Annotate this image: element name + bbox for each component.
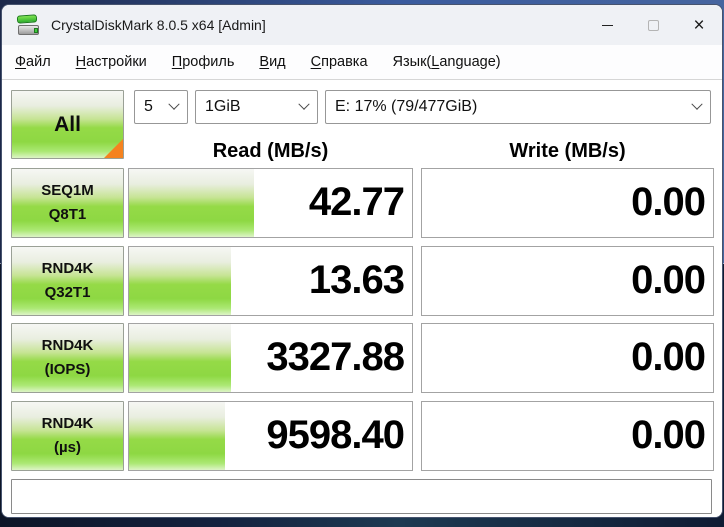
test-label-line1: SEQ1M — [41, 182, 94, 199]
test-size-value: 1GiB — [205, 98, 241, 115]
write-result-value: 0.00 — [631, 258, 706, 302]
read-column-header: Read (MB/s) — [212, 140, 329, 162]
read-result-value: 13.63 — [308, 258, 405, 302]
read-result-cell: 13.63 — [128, 246, 413, 316]
read-result-cell: 9598.40 — [128, 401, 413, 471]
write-result-cell: 0.00 — [421, 401, 714, 471]
test-button-rnd4k-q32t1[interactable]: RND4K Q32T1 — [11, 246, 124, 316]
maximize-button[interactable] — [630, 5, 676, 45]
read-result-bar — [129, 169, 254, 237]
read-result-value: 42.77 — [308, 180, 405, 224]
app-icon — [16, 14, 41, 36]
app-icon-led — [34, 28, 38, 33]
run-all-label: All — [54, 112, 81, 136]
test-label-line1: RND4K — [41, 260, 94, 277]
write-result-cell: 0.00 — [421, 168, 714, 238]
menu-settings[interactable]: Настройки — [75, 54, 147, 70]
write-column-header: Write (MB/s) — [509, 140, 626, 162]
read-result-cell: 42.77 — [128, 168, 413, 238]
title-bar: CrystalDiskMark 8.0.5 x64 [Admin] × — [2, 5, 722, 45]
menu-file[interactable]: Файл — [15, 54, 51, 70]
corner-triangle-icon — [104, 139, 123, 158]
bench-row-rnd4k-q32t1: RND4K Q32T1 13.63 0.00 — [2, 246, 722, 316]
test-label-line2: (µs) — [54, 439, 81, 456]
read-result-value: 9598.40 — [266, 413, 405, 457]
write-result-cell: 0.00 — [421, 246, 714, 316]
read-result-value: 3327.88 — [266, 335, 405, 379]
write-result-value: 0.00 — [631, 413, 706, 457]
test-count-value: 5 — [144, 98, 153, 115]
menu-language[interactable]: Язык(Language) — [392, 54, 501, 70]
test-button-seq1m-q8t1[interactable]: SEQ1M Q8T1 — [11, 168, 124, 238]
read-result-bar — [129, 247, 231, 315]
run-all-button[interactable]: All — [11, 90, 124, 159]
test-button-rnd4k-latency[interactable]: RND4K (µs) — [11, 401, 124, 471]
window-controls: × — [584, 5, 722, 45]
minimize-icon — [601, 24, 613, 26]
write-result-value: 0.00 — [631, 335, 706, 379]
app-icon-meter — [16, 14, 38, 24]
test-count-select[interactable]: 5 — [134, 90, 188, 124]
test-label-line2: (IOPS) — [44, 361, 91, 378]
write-result-value: 0.00 — [631, 180, 706, 224]
close-icon: × — [693, 14, 705, 36]
maximize-icon — [647, 19, 659, 31]
bench-row-rnd4k-latency: RND4K (µs) 9598.40 0.00 — [2, 401, 722, 471]
window-title: CrystalDiskMark 8.0.5 x64 [Admin] — [51, 17, 266, 33]
test-label-line1: RND4K — [41, 415, 94, 432]
bench-row-rnd4k-iops: RND4K (IOPS) 3327.88 0.00 — [2, 323, 722, 393]
read-result-cell: 3327.88 — [128, 323, 413, 393]
chevron-down-icon — [168, 98, 180, 110]
menu-profile[interactable]: Профиль — [171, 54, 235, 70]
comment-input[interactable] — [11, 479, 712, 514]
bench-row-seq1m-q8t1: SEQ1M Q8T1 42.77 0.00 — [2, 168, 722, 238]
chevron-down-icon — [691, 98, 703, 110]
read-result-bar — [129, 324, 231, 392]
minimize-button[interactable] — [584, 5, 630, 45]
test-label-line2: Q8T1 — [48, 206, 87, 223]
client-area: All 5 1GiB E: 17% (79/477GiB) Read (MB/s… — [2, 81, 722, 517]
test-label-line1: RND4K — [41, 337, 94, 354]
write-result-cell: 0.00 — [421, 323, 714, 393]
menu-bar: Файл Настройки Профиль Вид Справка Язык(… — [2, 45, 722, 80]
close-button[interactable]: × — [676, 5, 722, 45]
read-result-bar — [129, 402, 226, 470]
drive-select[interactable]: E: 17% (79/477GiB) — [325, 90, 711, 124]
test-button-rnd4k-iops[interactable]: RND4K (IOPS) — [11, 323, 124, 393]
drive-value: E: 17% (79/477GiB) — [335, 98, 478, 115]
chevron-down-icon — [298, 98, 310, 110]
test-size-select[interactable]: 1GiB — [195, 90, 318, 124]
menu-view[interactable]: Вид — [259, 54, 286, 70]
test-label-line2: Q32T1 — [44, 284, 91, 301]
menu-help[interactable]: Справка — [310, 54, 368, 70]
app-window: CrystalDiskMark 8.0.5 x64 [Admin] × Файл… — [1, 4, 723, 518]
app-icon-drive — [18, 25, 39, 35]
